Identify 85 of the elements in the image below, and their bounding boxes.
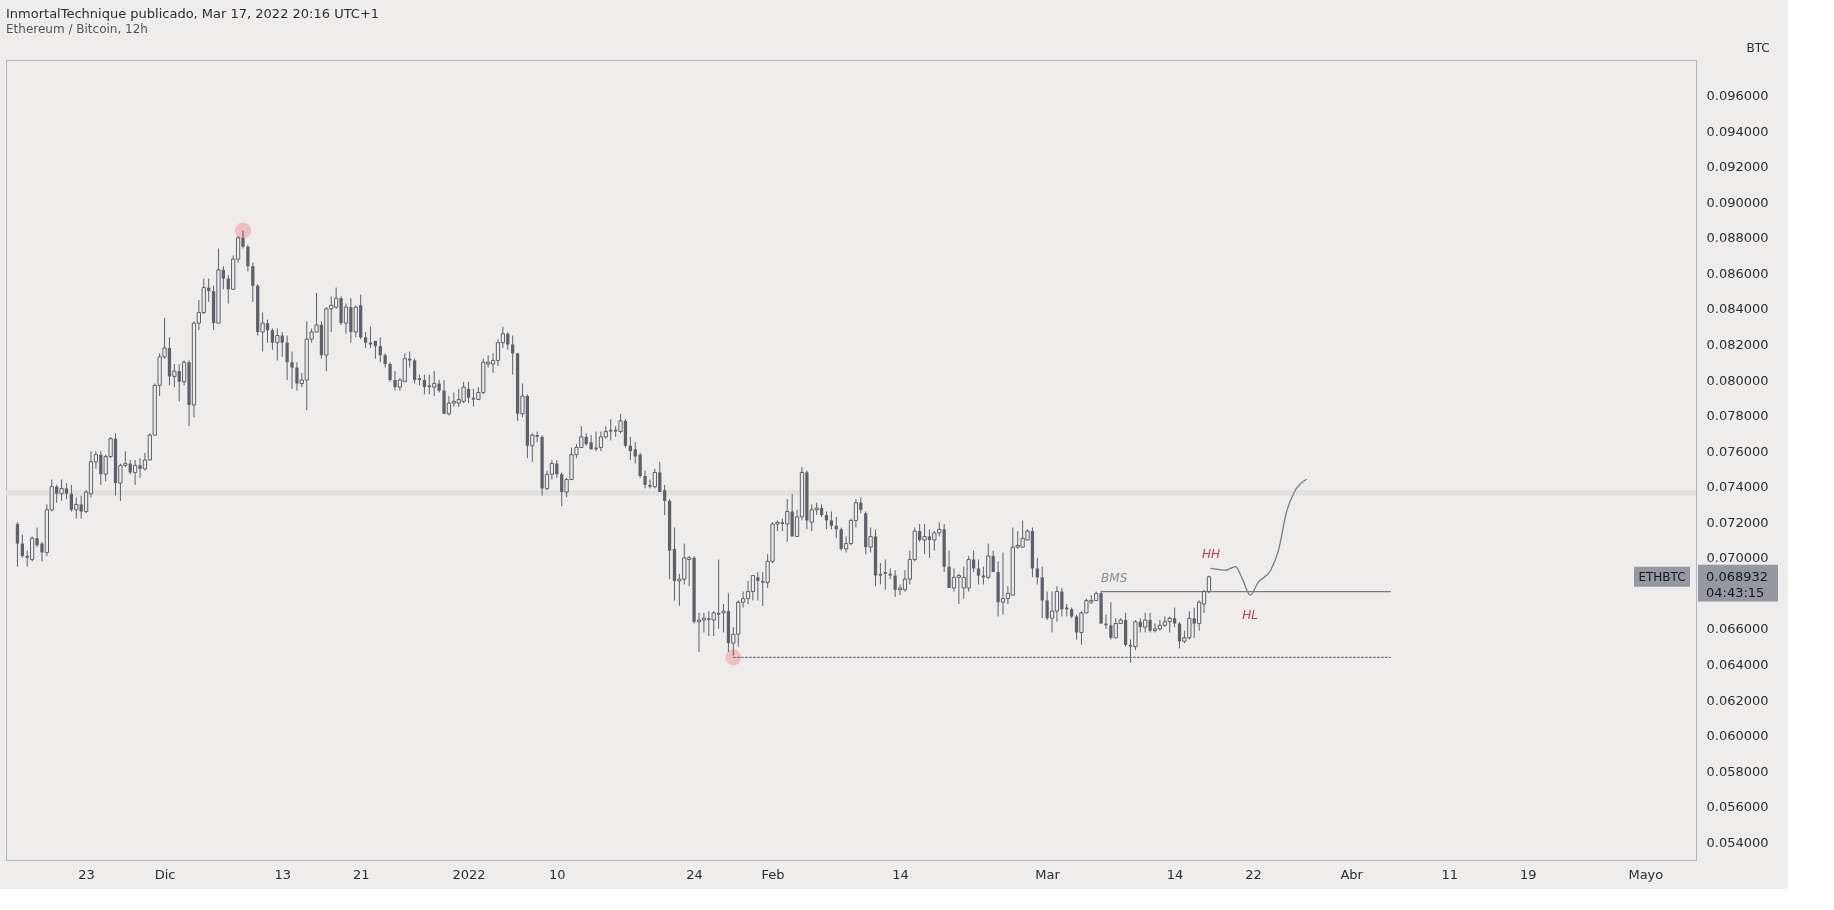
candlestick [638, 452, 642, 479]
candlestick [633, 441, 637, 465]
y-tick-label: 0.092000 [1706, 159, 1769, 175]
y-tick-label: 0.090000 [1706, 194, 1769, 210]
y-tick-label: 0.080000 [1706, 372, 1769, 388]
candlestick [285, 335, 289, 381]
x-tick-label: 2022 [452, 866, 486, 882]
candlestick [246, 244, 250, 273]
candlestick [976, 559, 981, 585]
candlestick [446, 395, 452, 417]
y-tick-label: 0.060000 [1706, 728, 1769, 744]
x-tick-label: 11 [1441, 866, 1458, 882]
candlestick [1143, 612, 1148, 633]
y-tick-label: 0.076000 [1706, 443, 1769, 459]
x-tick-label: 22 [1245, 866, 1262, 882]
x-tick-label: 19 [1519, 866, 1537, 882]
candlestick [1054, 585, 1060, 623]
text: 04:43:15 [1706, 584, 1765, 600]
candlestick [1000, 551, 1006, 616]
y-tick-label: 0.058000 [1706, 763, 1769, 779]
candlestick [1049, 591, 1055, 633]
annotation: HL [1242, 608, 1259, 623]
candlestick [1040, 566, 1044, 619]
candlestick [922, 523, 927, 555]
x-tick-label: 14 [1166, 866, 1184, 882]
x-tick-label: 24 [686, 866, 703, 882]
candlestick [785, 498, 790, 543]
candlestick [30, 535, 35, 562]
candlestick [956, 573, 962, 605]
candlestick [412, 358, 417, 385]
candlestick [432, 370, 437, 397]
y-axis-title: BTC [1746, 40, 1770, 55]
annotation: ETHBTC [1638, 569, 1686, 584]
y-tick-label: 0.056000 [1706, 799, 1769, 815]
y-tick-label: 0.094000 [1706, 123, 1769, 139]
candlestick [15, 521, 20, 568]
y-tick-label: 0.096000 [1706, 88, 1769, 104]
candlestick [878, 562, 883, 585]
y-tick-label: 0.072000 [1706, 514, 1769, 530]
candlestick [701, 612, 707, 633]
y-tick-label: 0.084000 [1706, 301, 1769, 317]
candlestick [1035, 557, 1039, 585]
y-tick-label: 0.054000 [1706, 834, 1769, 850]
candlestick [388, 361, 392, 383]
y-tick-label: 0.088000 [1706, 230, 1769, 246]
x-tick-label: Dic [154, 866, 176, 882]
annotation: HH [1201, 547, 1221, 562]
x-tick-label: 10 [549, 866, 566, 882]
x-tick-label: 21 [352, 866, 370, 882]
candlestick [422, 374, 427, 395]
candlestick [1152, 623, 1158, 633]
candlestick [652, 468, 657, 489]
x-tick-label: 14 [892, 866, 909, 882]
y-tick-label: 0.070000 [1706, 550, 1769, 566]
candlestick [132, 459, 138, 486]
x-tick-label: Abr [1340, 866, 1364, 882]
y-tick-label: 0.074000 [1706, 479, 1769, 495]
candlestick [251, 262, 255, 303]
candlestick [750, 575, 756, 601]
text: 0.068932 [1706, 568, 1769, 584]
chart-subtitle: Ethereum / Bitcoin, 12h [6, 22, 148, 36]
candlestick [275, 327, 280, 361]
candlestick [663, 484, 667, 516]
x-tick-label: 13 [274, 866, 291, 882]
candlestick [378, 336, 382, 363]
chart-title: InmortalTechnique publicado, Mar 17, 2022 20:16 UTC+1 [6, 6, 380, 21]
y-tick-label: 0.086000 [1706, 265, 1769, 281]
candlestick [883, 559, 887, 591]
candlestick [951, 567, 957, 593]
x-tick-label: Mar [1035, 866, 1061, 882]
x-tick-label: Feb [761, 866, 785, 882]
y-tick-label: 0.064000 [1706, 656, 1769, 672]
y-tick-label: 0.062000 [1706, 692, 1769, 708]
y-tick-label: 0.066000 [1706, 621, 1769, 637]
x-tick-label: Mayo [1628, 866, 1664, 882]
x-tick-label: 23 [78, 866, 95, 882]
annotation: BMS [1101, 570, 1128, 585]
candlestick [511, 335, 515, 376]
candlestick [986, 543, 991, 580]
candlestick [598, 431, 604, 452]
y-tick-label: 0.082000 [1706, 336, 1769, 352]
candlestick [711, 610, 716, 637]
candlestick [290, 351, 294, 390]
candlestick [1157, 619, 1163, 632]
y-tick-label: 0.078000 [1706, 408, 1769, 424]
